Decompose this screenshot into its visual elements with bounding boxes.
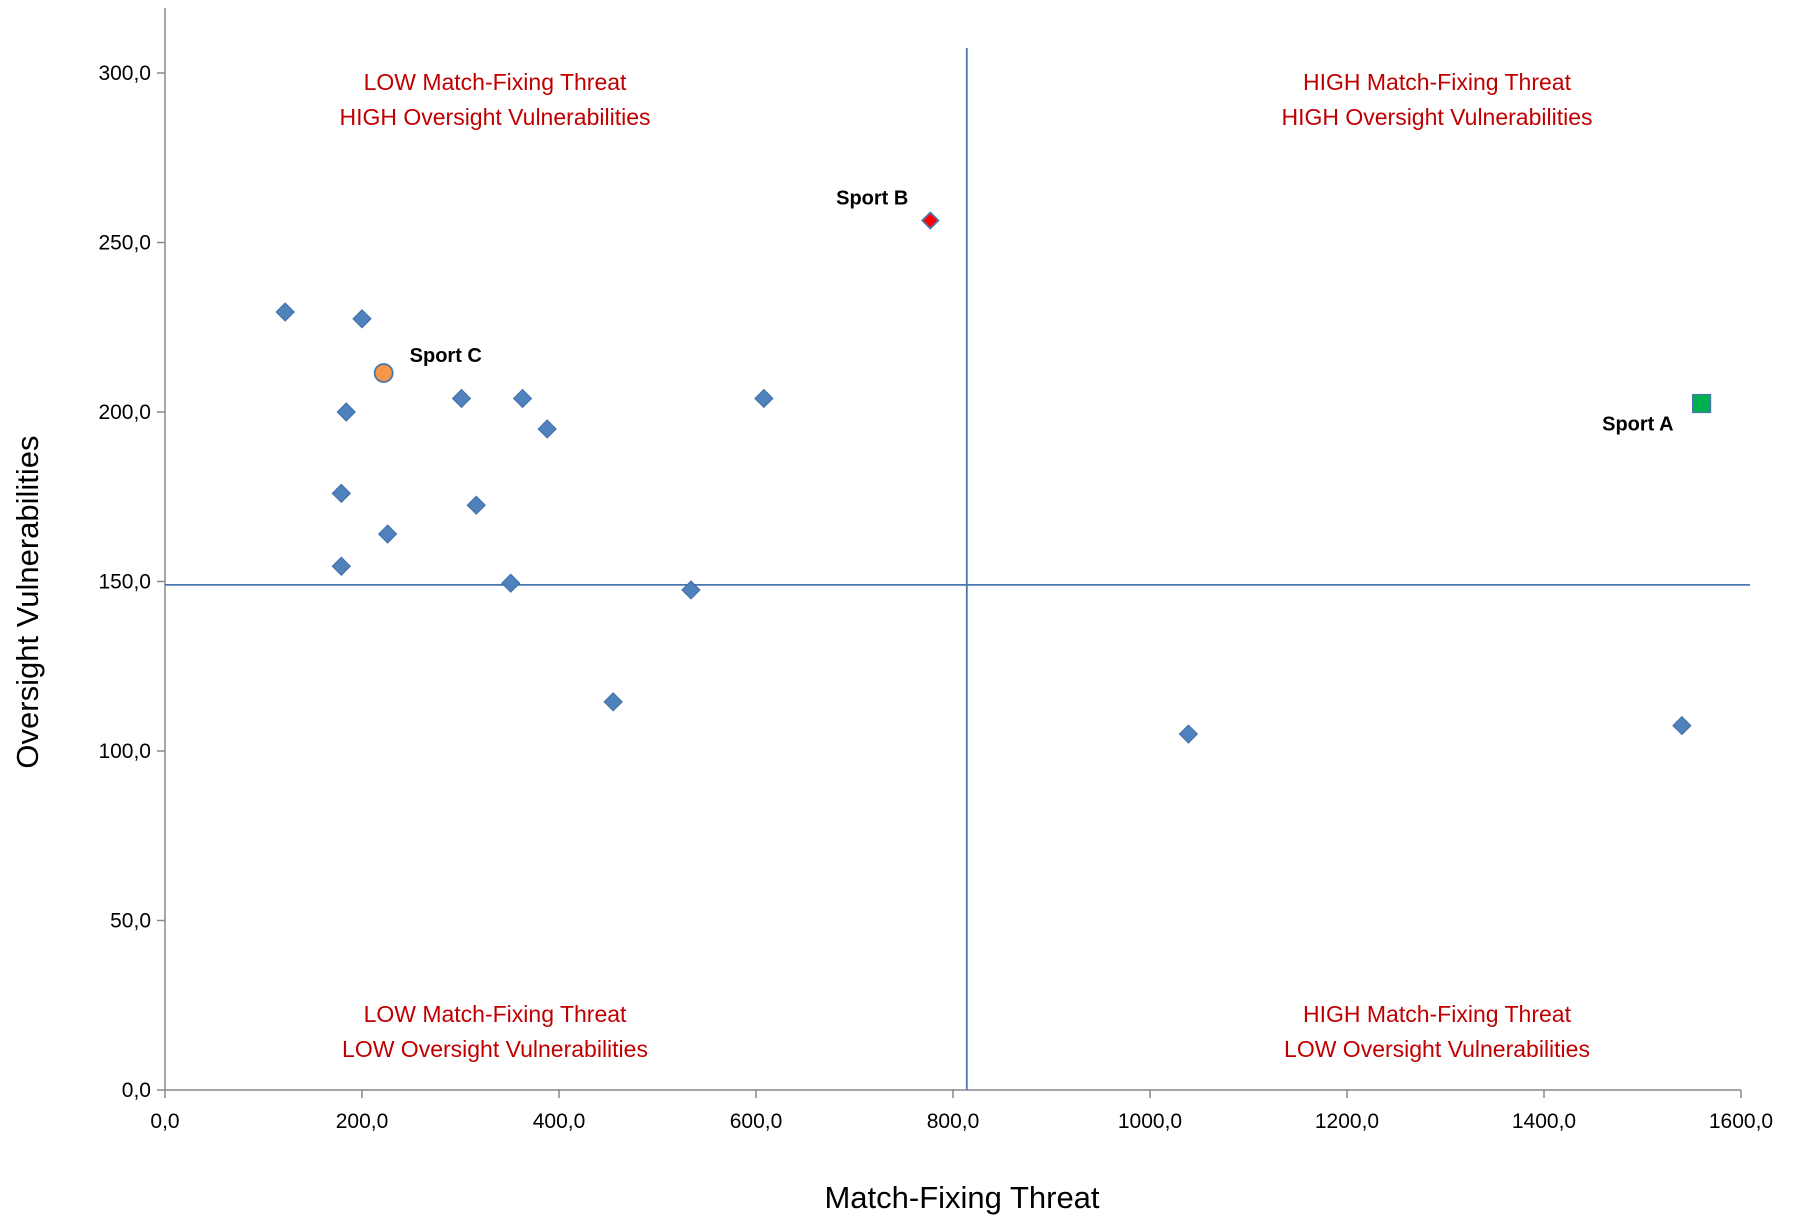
data-point [1672, 715, 1692, 736]
y-tick-label: 150,0 [98, 571, 151, 594]
data-point [1178, 724, 1199, 744]
x-ticks: 0,0 200,0 400,0 600,0 800,0 1000,0 1200,0 1400,… [150, 1090, 1773, 1133]
quadrant-label-line2: LOW Oversight Vulnerabilities [342, 1036, 648, 1062]
y-tick-label: 250,0 [98, 232, 151, 255]
quadrant-label-line1: LOW Match-Fixing Threat [364, 69, 627, 95]
y-axis-title: Oversight Vulnerabilities [10, 435, 45, 768]
x-tick-label: 1600,0 [1709, 1110, 1773, 1133]
y-tick-label: 200,0 [98, 401, 151, 424]
y-axis: 0,0 50,0 100,0 150,0 200,0 250,0 300,0 [98, 8, 166, 1102]
y-ticks: 0,0 50,0 100,0 150,0 200,0 250,0 300,0 [98, 62, 165, 1102]
data-point [603, 692, 623, 712]
x-tick-label: 600,0 [730, 1110, 783, 1133]
x-tick-label: 200,0 [336, 1110, 389, 1133]
point-label: Sport B [836, 187, 908, 209]
data-point [754, 388, 774, 409]
y-tick-label: 300,0 [98, 62, 151, 85]
x-tick-label: 1200,0 [1315, 1110, 1379, 1133]
x-tick-label: 800,0 [927, 1110, 980, 1133]
data-point [537, 419, 557, 439]
data-point [451, 388, 472, 409]
quadrant-label-line2: LOW Oversight Vulnerabilities [1284, 1036, 1590, 1062]
y-tick-label: 50,0 [110, 910, 151, 933]
data-point [501, 573, 521, 593]
quadrant-labels: LOW Match-Fixing Threat HIGH Oversight Vu… [339, 69, 1592, 1062]
data-point [331, 556, 352, 576]
point-label: Sport A [1602, 414, 1673, 436]
highlighted-points: Sport A Sport B Sport C [373, 187, 1712, 436]
x-axis: 0,0 200,0 400,0 600,0 800,0 1000,0 1200,0 1400,… [150, 1089, 1773, 1133]
highlighted-point-diamond [921, 211, 940, 230]
data-point [352, 309, 372, 329]
quadrant-label-line1: HIGH Match-Fixing Threat [1303, 1001, 1572, 1027]
data-point [336, 402, 356, 422]
quadrant-label-line2: HIGH Oversight Vulnerabilities [339, 104, 650, 130]
data-point [331, 483, 352, 504]
y-tick-label: 0,0 [122, 1079, 151, 1102]
x-tick-label: 1400,0 [1512, 1110, 1576, 1133]
data-point [275, 302, 295, 322]
x-tick-label: 1000,0 [1118, 1110, 1182, 1133]
quadrant-label-line2: HIGH Oversight Vulnerabilities [1281, 104, 1592, 130]
highlighted-point-circle [373, 363, 394, 383]
data-point [512, 388, 533, 409]
data-point [466, 495, 486, 515]
quadrant-label-line1: HIGH Match-Fixing Threat [1303, 69, 1572, 95]
x-tick-label: 0,0 [150, 1110, 179, 1133]
y-tick-label: 100,0 [98, 740, 151, 763]
data-point [377, 524, 398, 544]
point-label: Sport C [410, 345, 482, 367]
x-tick-label: 400,0 [533, 1110, 586, 1133]
quadrant-label-line1: LOW Match-Fixing Threat [364, 1001, 627, 1027]
data-points [275, 302, 1692, 744]
reference-lines [165, 48, 1750, 1090]
highlighted-point-square [1691, 393, 1712, 414]
data-point [681, 580, 701, 600]
x-axis-title: Match-Fixing Threat [824, 1180, 1099, 1215]
